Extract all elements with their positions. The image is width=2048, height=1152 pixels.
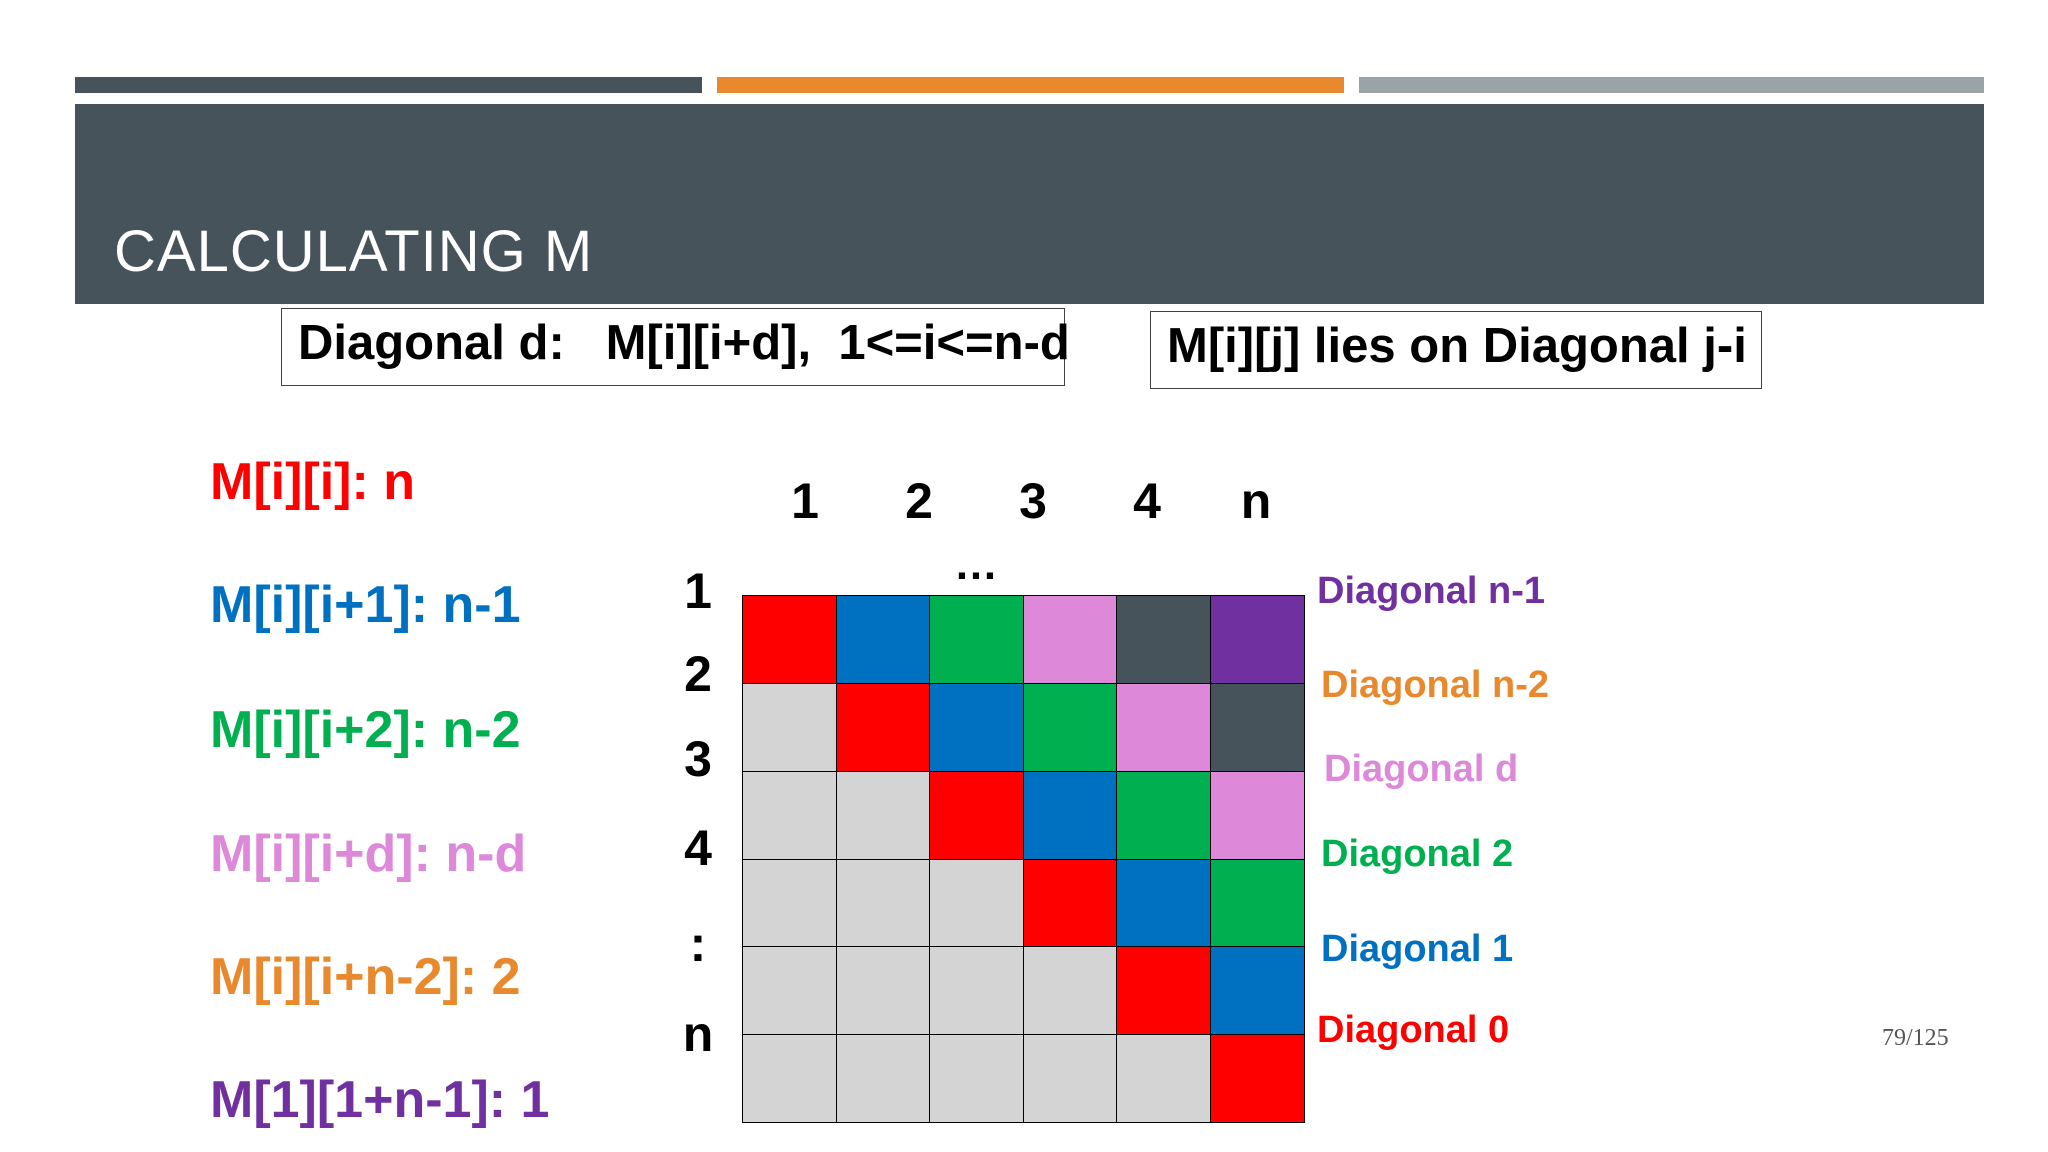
- matrix-grid: [742, 595, 1305, 1124]
- header-band: [75, 104, 1984, 304]
- top-bar-orange: [717, 77, 1344, 93]
- diagonal-label: Diagonal 0: [1317, 1009, 1510, 1051]
- row-header: 2: [684, 646, 712, 702]
- matrix-cell: [1116, 858, 1211, 948]
- page-number: 79/125: [1882, 1025, 1949, 1051]
- matrix-cell: [929, 946, 1024, 1036]
- matrix-cell: [835, 595, 931, 685]
- left-label: M[i][i+2]: n-2: [210, 701, 521, 759]
- matrix-cell: [742, 682, 837, 773]
- column-header: 1: [791, 473, 819, 529]
- left-label: M[i][i+n-2]: 2: [210, 948, 521, 1006]
- row-header: n: [682, 1006, 714, 1062]
- matrix-cell: [929, 1034, 1024, 1124]
- matrix-cell: [742, 595, 837, 685]
- matrix-cell: [1209, 858, 1305, 948]
- column-header: 2: [905, 473, 933, 529]
- left-label: M[i][i+1]: n-1: [210, 576, 521, 634]
- matrix-cell: [742, 858, 837, 948]
- matrix-cell: [929, 682, 1024, 773]
- matrix-cell: [1209, 770, 1305, 860]
- matrix-cell: [742, 770, 837, 860]
- matrix-cell: [835, 770, 931, 860]
- matrix-cell: [835, 682, 931, 773]
- matrix-cell: [1022, 1034, 1118, 1124]
- diagonal-label: Diagonal n-1: [1317, 570, 1546, 612]
- matrix-cell: [929, 770, 1024, 860]
- matrix-cell: [1209, 682, 1305, 773]
- matrix-cell: [1022, 682, 1118, 773]
- row-header: 4: [684, 820, 712, 876]
- matrix-cell: [835, 858, 931, 948]
- matrix-cell: [1209, 1034, 1305, 1124]
- matrix-cell: [1116, 946, 1211, 1036]
- column-ellipsis: …: [954, 540, 998, 589]
- matrix-cell: [1022, 946, 1118, 1036]
- matrix-cell: [1116, 1034, 1211, 1124]
- left-label: M[i][i]: n: [210, 453, 416, 511]
- row-header: :: [689, 916, 707, 972]
- matrix-cell: [835, 946, 931, 1036]
- left-label: M[1][1+n-1]: 1: [210, 1071, 550, 1129]
- diagonal-definition-box: Diagonal d: M[i][i+d], 1<=i<=n-d: [281, 308, 1070, 386]
- matrix-cell: [1116, 595, 1211, 685]
- row-header: 3: [684, 731, 712, 787]
- left-label: M[i][i+d]: n-d: [210, 825, 527, 883]
- matrix-cell: [742, 946, 837, 1036]
- column-header: 4: [1133, 473, 1161, 529]
- diagonal-label: Diagonal n-2: [1321, 664, 1550, 706]
- matrix-cell: [1022, 595, 1118, 685]
- diagonal-rule-text: M[i][j] lies on Diagonal j-i: [1167, 319, 1747, 373]
- matrix-cell: [929, 858, 1024, 948]
- diagonal-label: Diagonal 1: [1321, 928, 1514, 970]
- matrix-cell: [742, 1034, 837, 1124]
- slide-title: CALCULATING M: [114, 219, 594, 284]
- row-header: 1: [684, 563, 712, 619]
- matrix-cell: [1022, 858, 1118, 948]
- matrix-cell: [835, 1034, 931, 1124]
- matrix-cell: [929, 595, 1024, 685]
- diagonal-rule-box: M[i][j] lies on Diagonal j-i: [1150, 311, 1762, 389]
- diagonal-label: Diagonal d: [1324, 748, 1519, 790]
- matrix-cell: [1116, 770, 1211, 860]
- matrix-cell: [1209, 595, 1305, 685]
- top-bar-dark: [75, 77, 702, 93]
- diagonal-definition-text: Diagonal d: M[i][i+d], 1<=i<=n-d: [298, 316, 1070, 370]
- matrix-cell: [1116, 682, 1211, 773]
- matrix-cell: [1022, 770, 1118, 860]
- matrix-cell: [1209, 946, 1305, 1036]
- top-bar-gray: [1359, 77, 1984, 93]
- diagonal-label: Diagonal 2: [1321, 833, 1514, 875]
- column-header: n: [1240, 473, 1272, 529]
- column-header: 3: [1019, 473, 1047, 529]
